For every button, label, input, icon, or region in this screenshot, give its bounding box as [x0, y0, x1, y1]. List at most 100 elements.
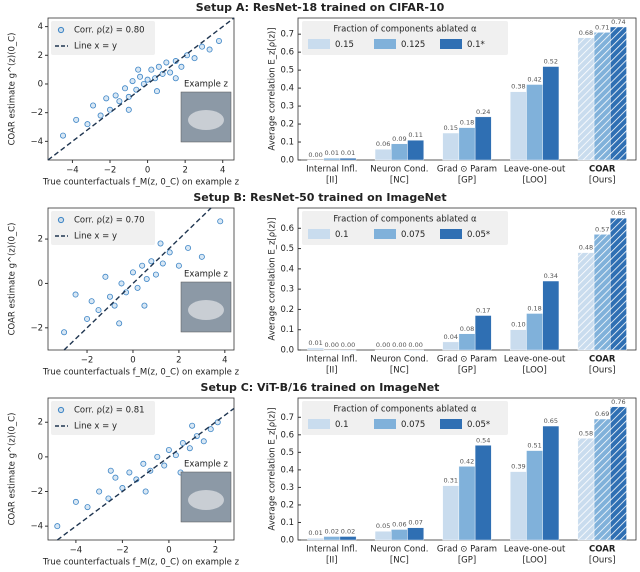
- scatter-point: [125, 106, 132, 113]
- value-label: 0.51: [527, 442, 541, 450]
- value-label: 0.00: [308, 151, 322, 159]
- scatter-point: [163, 59, 170, 66]
- x-tick-label: 2: [176, 356, 181, 366]
- value-label: 0.06: [392, 520, 406, 528]
- x-tick-label: 0: [130, 356, 135, 366]
- value-label: 0.00: [392, 341, 406, 349]
- scatter-point: [165, 446, 172, 453]
- category-tag: [Ours]: [589, 556, 616, 566]
- scatter-point: [159, 70, 166, 77]
- value-label: 0.34: [544, 272, 558, 280]
- legend-title: Fraction of components ablated α: [333, 215, 477, 225]
- value-label: 0.02: [341, 527, 355, 535]
- bar: [526, 84, 543, 161]
- value-label: 0.24: [476, 108, 490, 116]
- bar: [391, 349, 408, 351]
- x-tick-label: −2: [81, 356, 94, 366]
- reference-line: [63, 207, 212, 351]
- scatter-point: [143, 275, 150, 282]
- bar: [307, 347, 324, 351]
- scatter-point: [157, 240, 164, 247]
- y-tick-label: 0.0: [280, 346, 294, 356]
- x-tick-label: 0: [166, 546, 171, 556]
- legend-label: 0.1: [335, 230, 349, 240]
- legend-swatch: [374, 39, 396, 49]
- legend-label: Corr. ρ(z) = 0.70: [74, 216, 145, 226]
- y-tick-label: 0.4: [280, 264, 294, 274]
- x-axis-label: True counterfactuals f_M(z, 0_C) on exam…: [42, 368, 240, 378]
- category-tag: [NC]: [390, 556, 409, 566]
- x-tick-label: −4: [66, 166, 79, 176]
- value-label: 0.05: [376, 522, 390, 530]
- category-tag: [LOO]: [522, 176, 546, 186]
- value-label: 0.69: [595, 410, 609, 418]
- y-tick-label: 0.1: [280, 138, 294, 148]
- bar: [323, 349, 341, 351]
- scatter-point: [200, 438, 207, 445]
- bar: [307, 538, 324, 541]
- bar: [391, 143, 408, 161]
- y-tick-label: 0.3: [280, 483, 294, 493]
- example-image-object: [188, 300, 224, 320]
- scatter-point: [142, 488, 149, 495]
- scatter-point: [118, 280, 125, 287]
- value-label: 0.38: [511, 83, 525, 91]
- value-label: 0.10: [511, 321, 525, 329]
- value-label: 0.76: [611, 398, 625, 406]
- value-label: 0.06: [376, 140, 390, 148]
- scatter-point: [129, 78, 136, 85]
- bar: [374, 149, 392, 161]
- y-tick-label: 0.2: [280, 500, 294, 510]
- category-tag: [Ours]: [589, 176, 616, 186]
- legend-box: [51, 21, 155, 55]
- bar: [542, 66, 560, 161]
- value-label: 0.00: [341, 341, 355, 349]
- bar: [407, 349, 424, 351]
- y-axis-label: COAR estimate g^(z)(0_C): [8, 223, 18, 336]
- y-axis-label: COAR estimate g^(z)(0_C): [8, 413, 18, 526]
- category-tag: [GP]: [458, 366, 476, 376]
- bar: [458, 466, 476, 541]
- legend-swatch: [308, 229, 330, 239]
- scatter-point: [139, 262, 146, 269]
- legend-marker: [57, 406, 65, 414]
- y-tick-label: 0.1: [280, 325, 294, 335]
- bar: [577, 438, 595, 541]
- scatter-point: [97, 112, 104, 119]
- legend-label: 0.125: [401, 40, 425, 50]
- category-tag: [NC]: [390, 176, 409, 186]
- bar: [593, 418, 611, 541]
- y-tick-label: 0.1: [280, 518, 294, 528]
- scatter-point: [215, 37, 222, 44]
- bar: [610, 406, 627, 541]
- setup-title: Setup C: ViT-B/16 trained on ImageNet: [201, 381, 440, 394]
- scatter-point: [167, 69, 174, 76]
- y-tick-label: −4: [30, 522, 43, 532]
- y-tick-label: 0.4: [280, 465, 294, 475]
- value-label: 0.39: [511, 463, 525, 471]
- bar: [407, 140, 424, 161]
- y-tick-label: 0.4: [280, 84, 294, 94]
- y-tick-label: −2: [30, 108, 43, 118]
- y-tick-label: 0.5: [280, 66, 294, 76]
- category-label: Leave-one-out: [504, 165, 566, 175]
- value-label: 0.01: [341, 149, 355, 157]
- y-tick-label: 0.6: [280, 430, 294, 440]
- scatter-point: [217, 218, 224, 225]
- value-label: 0.42: [527, 76, 541, 84]
- legend-label: 0.15: [335, 40, 354, 50]
- value-label: 0.09: [392, 135, 406, 143]
- scatter-point: [112, 92, 119, 99]
- scatter-point: [134, 284, 141, 291]
- y-tick-label: 0.3: [280, 285, 294, 295]
- y-tick-label: 0.2: [280, 120, 294, 130]
- y-tick-label: 2: [38, 235, 43, 245]
- scatter-point: [54, 523, 61, 530]
- value-label: 0.01: [325, 149, 339, 157]
- y-axis-label: COAR estimate g^(z)(0_C): [8, 33, 18, 146]
- scatter-point: [153, 88, 160, 95]
- example-image-object: [188, 110, 224, 130]
- value-label: 0.15: [444, 124, 458, 132]
- bar: [374, 531, 392, 541]
